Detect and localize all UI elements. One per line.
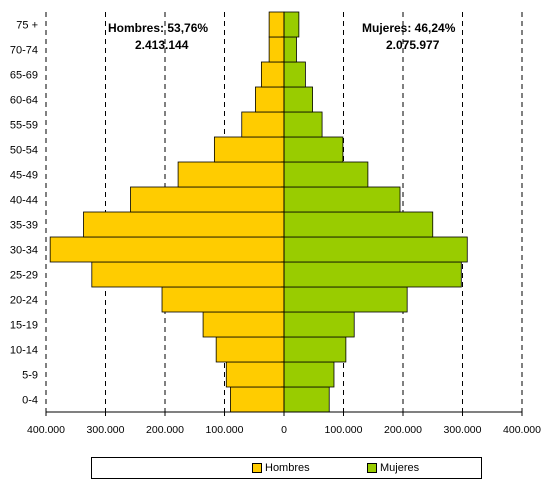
legend-label-women: Mujeres (380, 462, 420, 474)
bar-women-40-44 (283, 186, 401, 213)
legend-item-women: Mujeres (367, 462, 419, 474)
bar-women-55-59 (283, 111, 323, 138)
age-label-5-9: 5-9 (22, 370, 38, 382)
bar-men-10-14 (215, 336, 285, 363)
age-label-55-59: 55-59 (10, 120, 38, 132)
x-tick-label-8: 400.000 (503, 424, 541, 436)
age-group-labels: 0-4 5-9 10-14 15-19 20-24 25-29 30-34 35-39 40-4… (10, 20, 38, 407)
age-label-20-24: 20-24 (10, 295, 38, 307)
age-label-30-34: 30-34 (10, 245, 38, 257)
bar-women-50-54 (283, 136, 344, 163)
age-label-0-4: 0-4 (22, 395, 38, 407)
bar-men-65-69 (260, 61, 285, 88)
bar-men-20-24 (161, 286, 285, 313)
x-tick-label-3: 100.000 (206, 424, 244, 436)
bar-men-35-39 (83, 211, 285, 238)
bar-men-50-54 (213, 136, 285, 163)
age-label-35-39: 35-39 (10, 220, 38, 232)
bar-women-0-4 (283, 386, 330, 413)
bar-men-40-44 (130, 186, 285, 213)
bar-men-55-59 (241, 111, 285, 138)
bar-men-45-49 (177, 161, 285, 188)
legend-label-men: Hombres (265, 462, 310, 474)
age-label-15-19: 15-19 (10, 320, 38, 332)
age-label-70-74: 70-74 (10, 45, 38, 57)
bar-women-75 (283, 11, 300, 38)
age-label-60-64: 60-64 (10, 95, 38, 107)
bar-women-15-19 (283, 311, 355, 338)
bar-men-30-34 (49, 236, 285, 263)
age-label-50-54: 50-54 (10, 145, 38, 157)
age-label-65-69: 65-69 (10, 70, 38, 82)
bar-women-30-34 (283, 236, 468, 263)
legend-item-men: Hombres (252, 462, 310, 474)
bar-women-10-14 (283, 336, 347, 363)
bar-men-75 (268, 11, 285, 38)
bar-women-35-39 (283, 211, 434, 238)
legend: Hombres Mujeres (91, 457, 482, 479)
bar-women-60-64 (283, 86, 313, 113)
bar-women-20-24 (283, 286, 408, 313)
age-label-40-44: 40-44 (10, 195, 38, 207)
x-tick-label-4: 0 (281, 424, 287, 436)
axes (45, 12, 523, 416)
bar-men-15-19 (202, 311, 285, 338)
age-label-45-49: 45-49 (10, 170, 38, 182)
x-tick-label-7: 300.000 (444, 424, 482, 436)
bar-women-65-69 (283, 61, 306, 88)
bar-women-70-74 (283, 36, 297, 63)
bar-men-25-29 (91, 261, 285, 288)
men-share-annotation: Hombres: 53,76% (108, 21, 208, 35)
age-label-75: 75 + (16, 20, 38, 32)
bars (49, 11, 468, 413)
women-share-annotation: Mujeres: 46,24% (362, 21, 456, 35)
x-tick-label-0: 400.000 (27, 424, 65, 436)
women-total-annotation: 2.075.977 (386, 38, 440, 52)
bar-men-60-64 (255, 86, 285, 113)
bar-men-70-74 (268, 36, 285, 63)
age-label-25-29: 25-29 (10, 270, 38, 282)
legend-swatch-men (252, 463, 262, 473)
legend-swatch-women (367, 463, 377, 473)
x-tick-label-6: 200.000 (384, 424, 422, 436)
x-tick-label-2: 200.000 (146, 424, 184, 436)
x-tick-label-1: 300.000 (87, 424, 125, 436)
bar-men-5-9 (225, 361, 285, 388)
age-label-10-14: 10-14 (10, 345, 38, 357)
x-axis-tick-labels: 400.000 300.000 200.000 100.000 0 100.000 200.… (27, 424, 541, 436)
men-total-annotation: 2.413.144 (135, 38, 189, 52)
bar-women-45-49 (283, 161, 369, 188)
bar-men-0-4 (230, 386, 285, 413)
bar-women-25-29 (283, 261, 462, 288)
x-tick-label-5: 100.000 (325, 424, 363, 436)
bar-women-5-9 (283, 361, 335, 388)
